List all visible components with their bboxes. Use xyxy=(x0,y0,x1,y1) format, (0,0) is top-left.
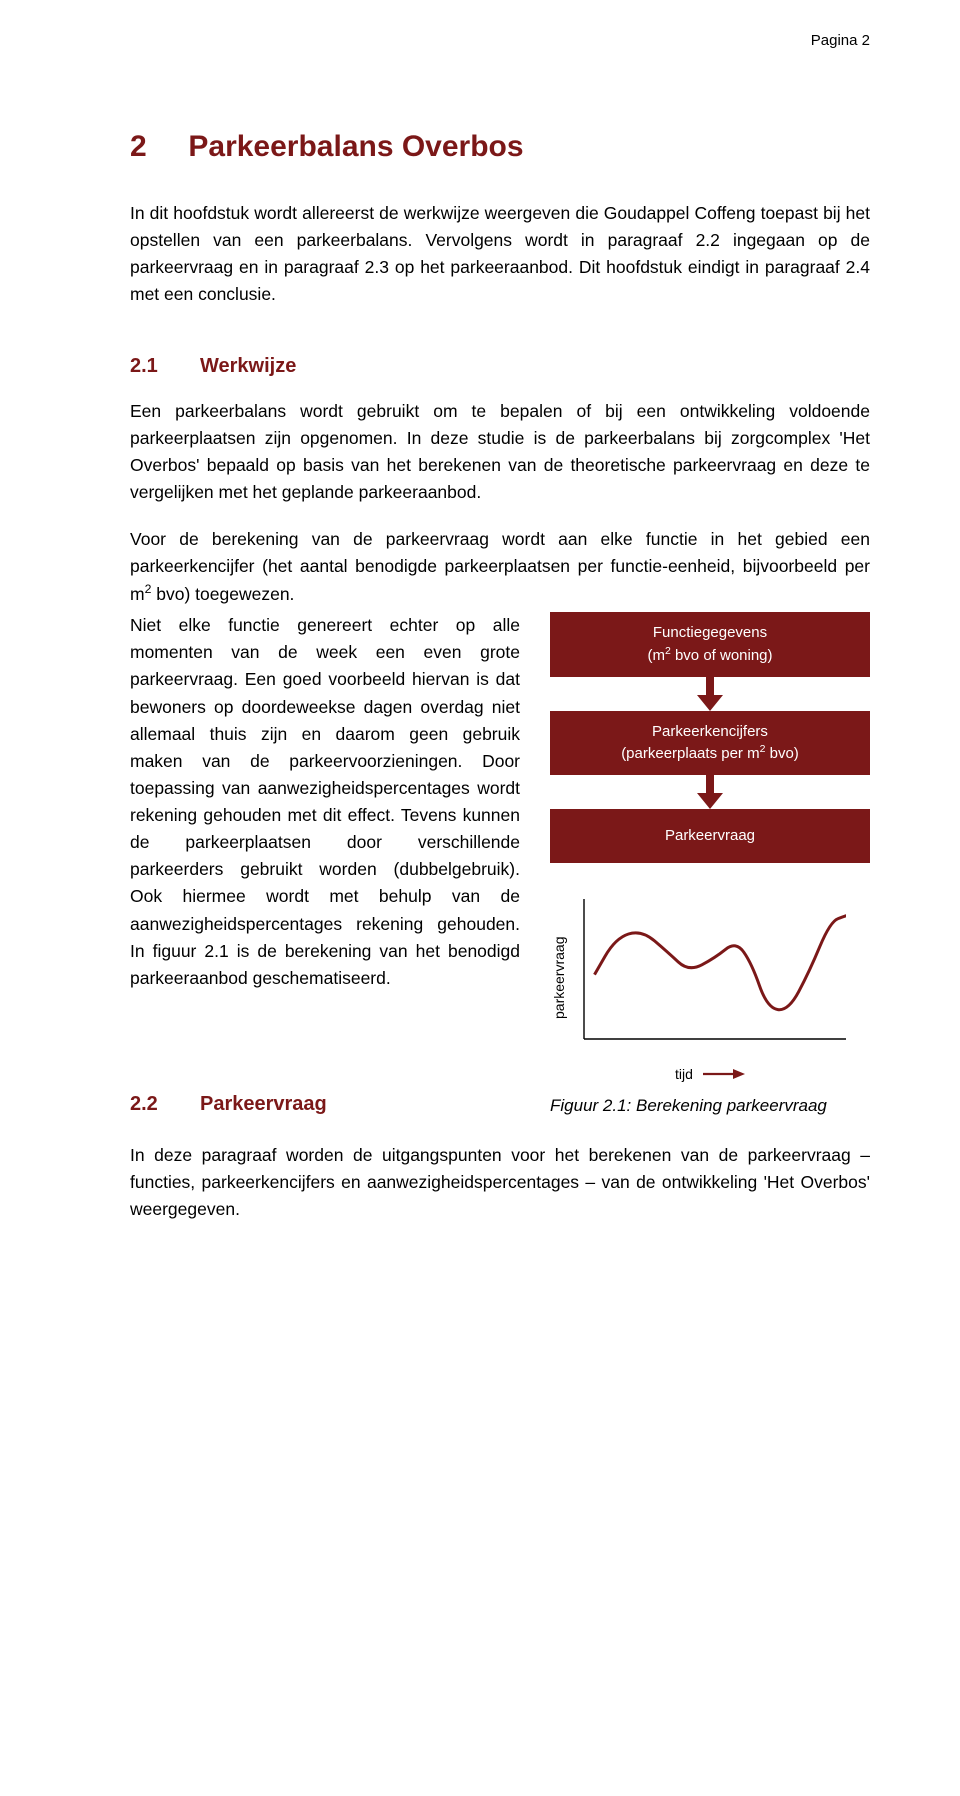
page-number: Pagina 2 xyxy=(811,32,870,49)
arrow-down-icon xyxy=(697,775,723,809)
flow-box2-line2: (parkeerplaats per m2 bvo) xyxy=(558,742,862,765)
chart-line xyxy=(595,916,847,1010)
intro-paragraph: In dit hoofdstuk wordt allereerst de wer… xyxy=(130,200,870,309)
line-chart-svg: parkeervraag xyxy=(550,889,850,1064)
section-2-1-num: 2.1 xyxy=(130,355,200,378)
section-2-1-heading: 2.1Werkwijze xyxy=(130,355,870,378)
flow-diagram: Functiegegevens (m2 bvo of woning) Parke… xyxy=(550,612,870,1082)
arrow-down-icon xyxy=(697,677,723,711)
section-2-2-heading: 2.2Parkeervraag xyxy=(130,1093,520,1116)
flow-box3-text: Parkeervraag xyxy=(558,825,862,847)
arrow-right-icon xyxy=(703,1068,745,1080)
chart-ylabel: parkeervraag xyxy=(551,936,567,1019)
flow-arrow-2 xyxy=(550,775,870,809)
s21-paragraph-3: Niet elke functie genereert echter op al… xyxy=(130,612,520,992)
section-2-2-title: Parkeervraag xyxy=(200,1093,327,1115)
mini-chart: parkeervraag tijd xyxy=(550,889,870,1082)
flow-box1-line1: Functiegegevens xyxy=(558,622,862,644)
flow-box2-line1: Parkeerkencijfers xyxy=(558,721,862,743)
s21-p2-tail: bvo) toegewezen. xyxy=(151,584,294,604)
chart-xlabel: tijd xyxy=(675,1066,693,1082)
flow-box-parkeerkencijfers: Parkeerkencijfers (parkeerplaats per m2 … xyxy=(550,711,870,776)
chart-xlabel-row: tijd xyxy=(550,1066,870,1082)
chapter-title: 2 Parkeerbalans Overbos xyxy=(130,130,870,164)
s21-paragraph-2: Voor de berekening van de parkeervraag w… xyxy=(130,526,870,608)
s21-paragraph-1: Een parkeerbalans wordt gebruikt om te b… xyxy=(130,398,870,507)
section-2-1-title: Werkwijze xyxy=(200,355,296,377)
flow-box-functiegegevens: Functiegegevens (m2 bvo of woning) xyxy=(550,612,870,677)
flow-box1-l2-pre: (m xyxy=(647,647,665,664)
chapter-title-text: Parkeerbalans Overbos xyxy=(188,130,523,163)
section-2-2-num: 2.2 xyxy=(130,1093,200,1116)
chapter-number: 2 xyxy=(130,130,147,163)
flow-box1-line2: (m2 bvo of woning) xyxy=(558,644,862,667)
flow-box2-l2-post: bvo) xyxy=(765,745,798,762)
s22-paragraph-1: In deze paragraaf worden de uitgangspunt… xyxy=(130,1142,870,1223)
flow-box-parkeervraag: Parkeervraag xyxy=(550,809,870,863)
flow-arrow-1 xyxy=(550,677,870,711)
flow-box2-l2-pre: (parkeerplaats per m xyxy=(621,745,759,762)
flow-box1-l2-post: bvo of woning) xyxy=(671,647,773,664)
figure-caption: Figuur 2.1: Berekening parkeervraag xyxy=(550,1096,870,1116)
